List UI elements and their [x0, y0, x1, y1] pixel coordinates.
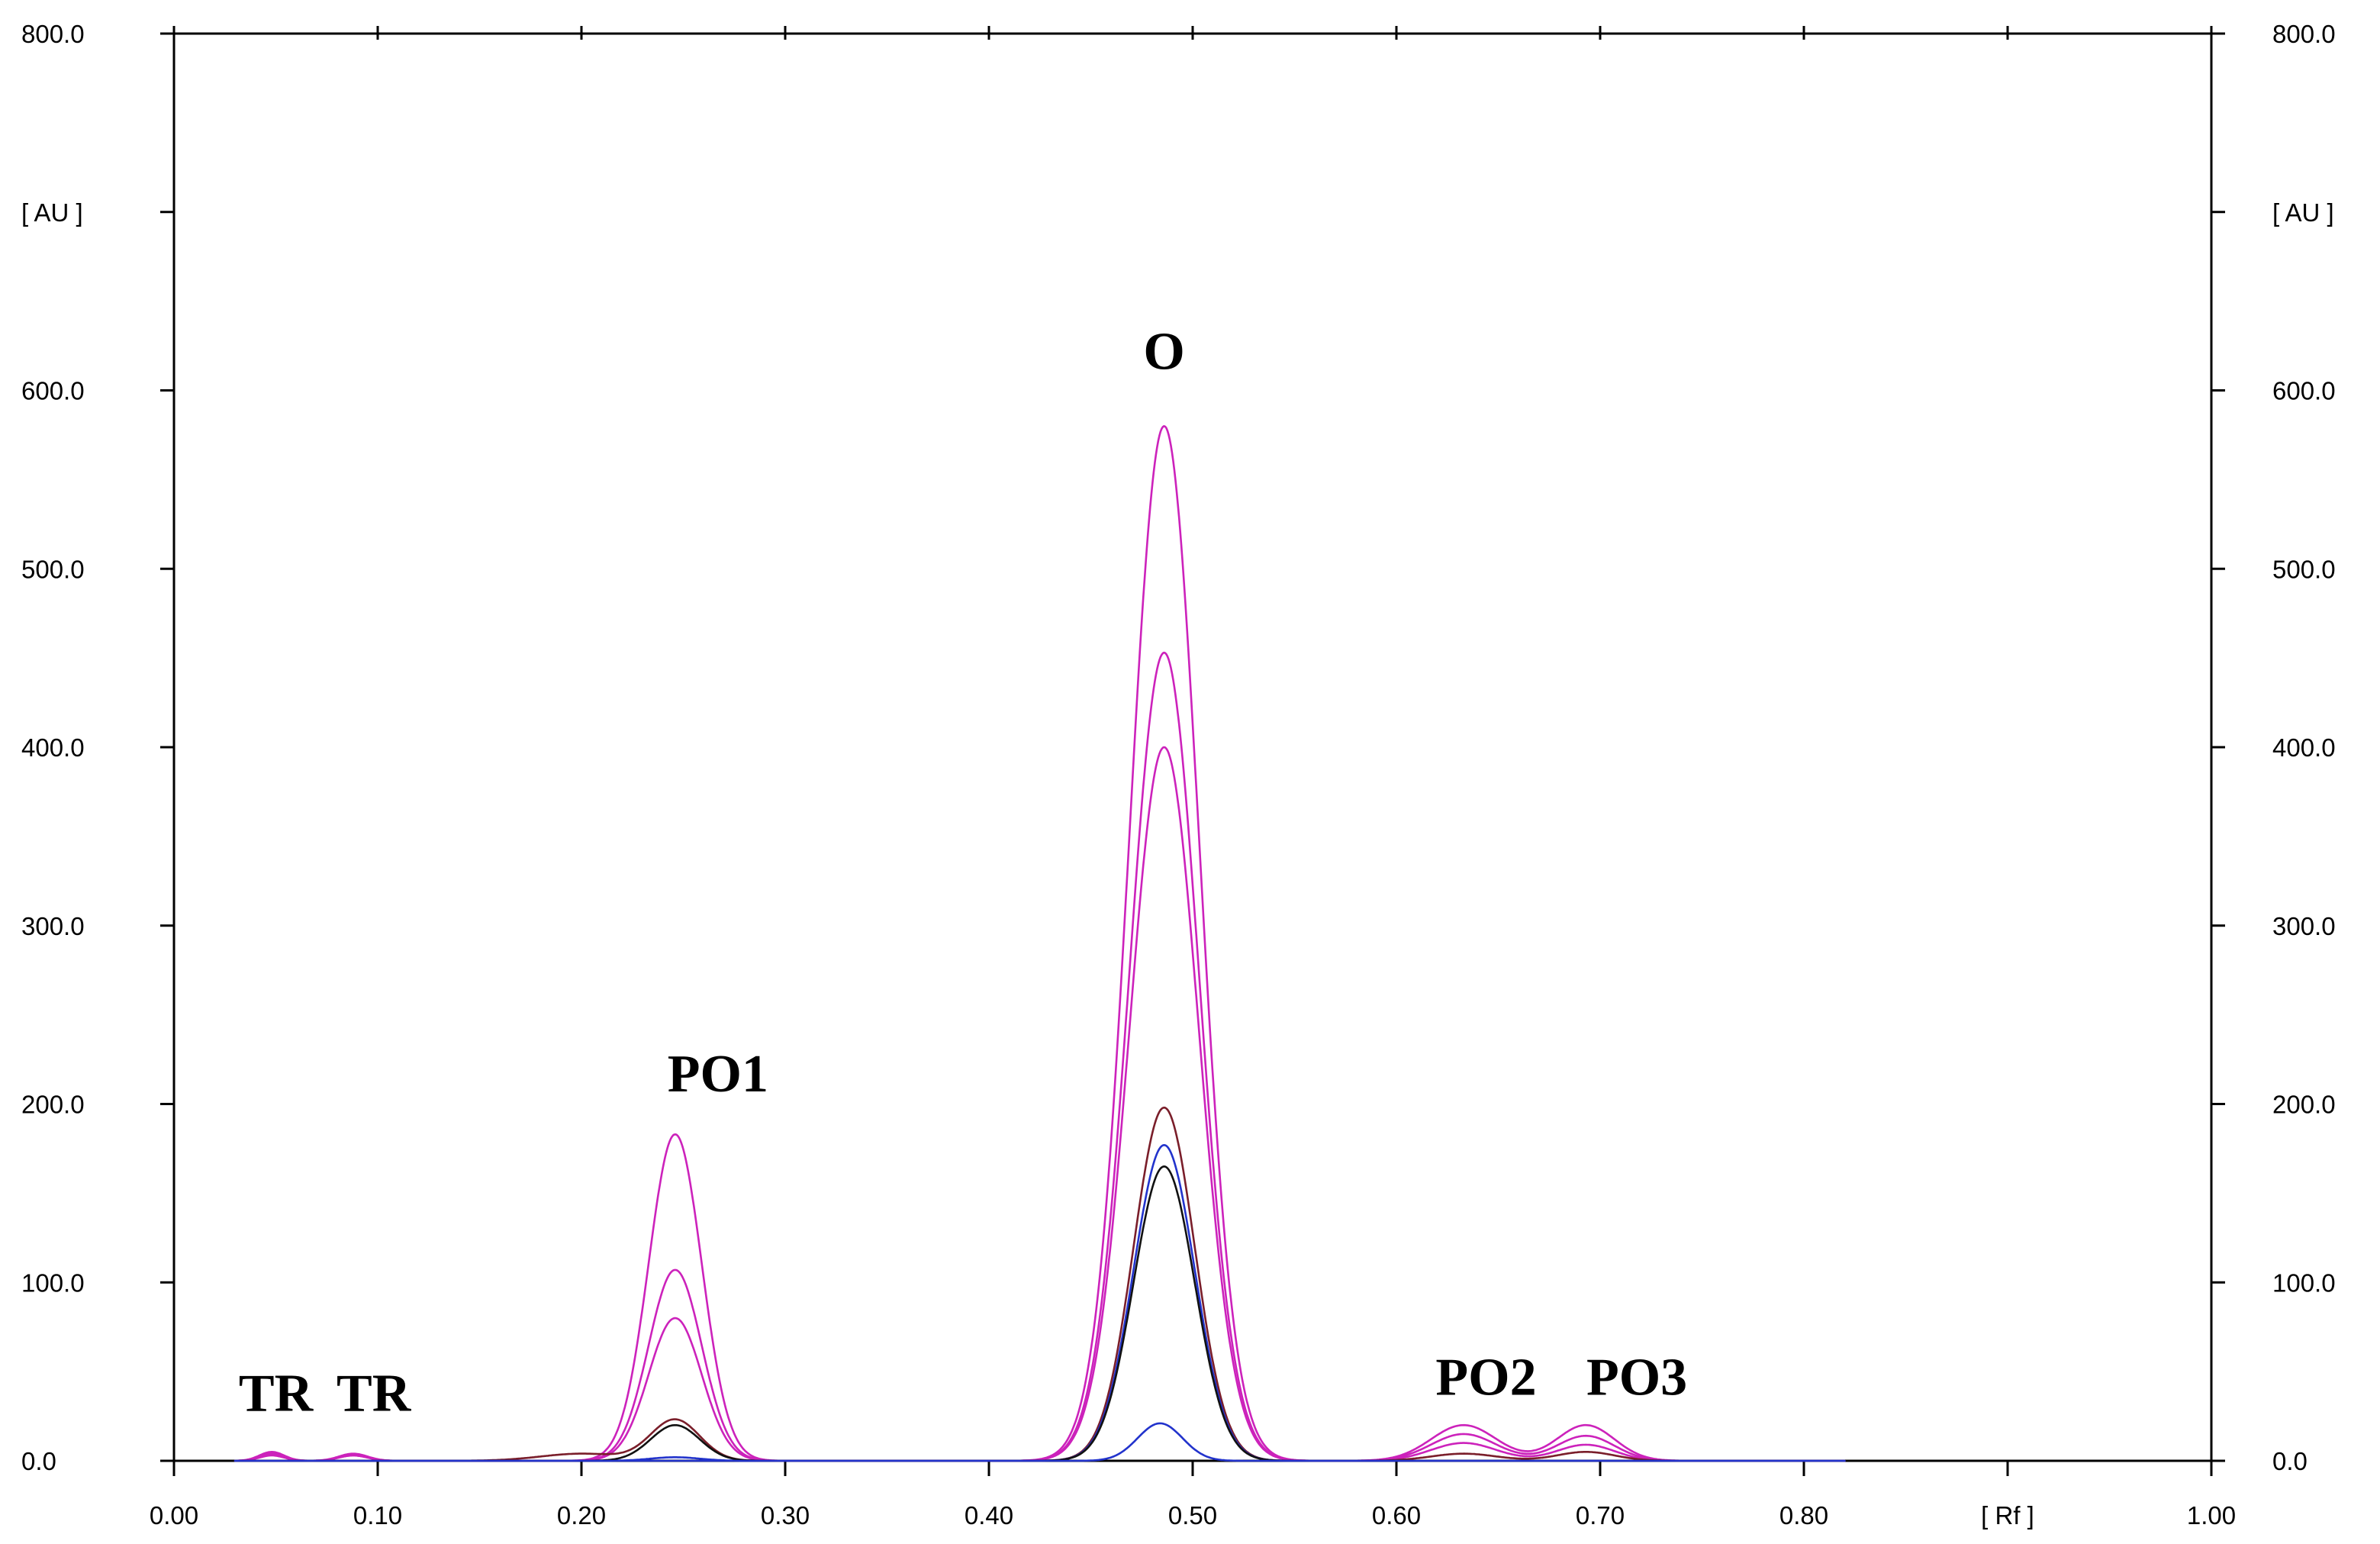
series-line-7 — [233, 1422, 1846, 1462]
y-tick-label-left: [ AU ] — [21, 198, 83, 227]
peak-label-tr: TR — [337, 1365, 412, 1423]
x-tick-label: 0.80 — [1779, 1501, 1828, 1529]
series-line-2 — [233, 651, 1846, 1462]
series-line-4 — [233, 1106, 1846, 1462]
y-tick-label-right: 0.0 — [2272, 1447, 2308, 1475]
y-tick-label-right: 300.0 — [2272, 912, 2336, 940]
axes: 0.0 0.0 100.0 100.0 200.0 200.0 300.0 300.0 400.… — [21, 20, 2336, 1529]
y-tick-label-left: 100.0 — [21, 1268, 85, 1297]
series-line-6 — [233, 1165, 1846, 1462]
x-tick-label: 0.40 — [965, 1501, 1013, 1529]
y-tick-label-right: 800.0 — [2272, 20, 2336, 48]
y-tick-label-right: 500.0 — [2272, 555, 2336, 583]
y-tick-label-right: 200.0 — [2272, 1091, 2336, 1119]
x-tick-label: 0.30 — [761, 1501, 810, 1529]
series-line-1 — [233, 425, 1846, 1462]
peak-annotations: TR TR PO1 O PO2 PO3 — [239, 322, 1687, 1423]
peak-label-po2: PO2 — [1435, 1349, 1536, 1407]
x-tick-label: 0.00 — [150, 1501, 198, 1529]
y-tick-label-left: 600.0 — [21, 377, 85, 405]
peak-label-o: O — [1143, 322, 1184, 381]
x-tick-label: 0.10 — [353, 1501, 402, 1529]
x-tick-label: 1.00 — [2187, 1501, 2236, 1529]
plot-frame — [172, 32, 2213, 1462]
peak-label-po1: PO1 — [668, 1045, 768, 1104]
x-tick-label: 0.70 — [1576, 1501, 1625, 1529]
y-tick-label-right: 600.0 — [2272, 377, 2336, 405]
y-tick-label-left: 200.0 — [21, 1091, 85, 1119]
x-tick-label: 0.60 — [1372, 1501, 1421, 1529]
x-tick-label: [ Rf ] — [1981, 1501, 2034, 1529]
peak-label-po3: PO3 — [1586, 1349, 1687, 1407]
x-tick-label: 0.50 — [1168, 1501, 1217, 1529]
y-tick-label-left: 400.0 — [21, 733, 85, 762]
peak-label-tr: TR — [239, 1365, 314, 1423]
y-tick-label-left: 800.0 — [21, 20, 85, 48]
y-tick-label-right: [ AU ] — [2272, 198, 2334, 227]
y-tick-label-right: 100.0 — [2272, 1268, 2336, 1297]
series-line-5 — [233, 1144, 1846, 1462]
y-tick-label-left: 300.0 — [21, 912, 85, 940]
traces — [233, 425, 1846, 1462]
y-tick-label-left: 500.0 — [21, 555, 85, 583]
y-tick-label-left: 0.0 — [21, 1447, 56, 1475]
x-tick-label: 0.20 — [557, 1501, 606, 1529]
y-tick-label-right: 400.0 — [2272, 733, 2336, 762]
